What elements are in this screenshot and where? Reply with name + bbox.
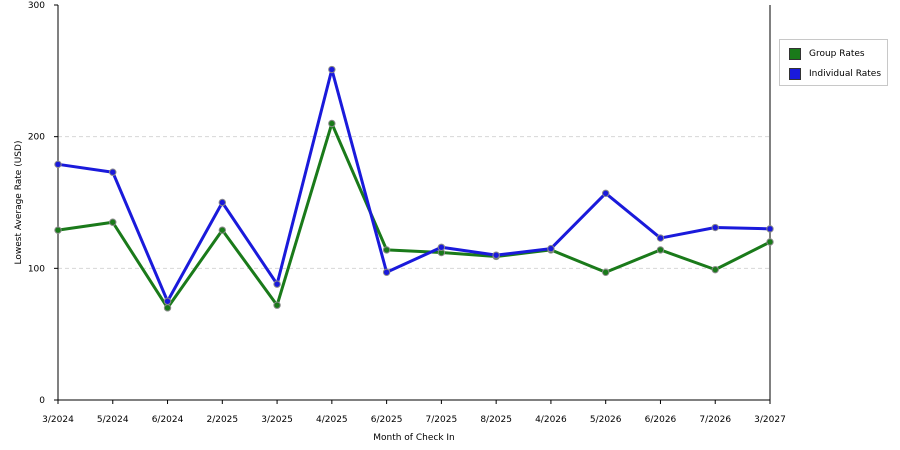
legend: Group Rates Individual Rates	[779, 39, 888, 86]
series-layer	[54, 65, 774, 312]
tick-labels: 0 100 200 300 3/2024 5/2024 6/2024 2/2025 3/2025…	[28, 1, 786, 425]
legend-item-individual-rates: Individual Rates	[789, 67, 881, 81]
data-point	[328, 119, 336, 128]
x-tick-label: 7/2026	[699, 415, 731, 425]
legend-label-individual-rates: Individual Rates	[809, 69, 882, 79]
data-point	[547, 244, 555, 253]
data-point	[109, 168, 117, 176]
y-tick-label: 100	[28, 264, 45, 274]
data-point	[382, 246, 391, 254]
x-tick-label: 2/2025	[206, 415, 238, 425]
series-group-rates	[54, 119, 774, 312]
y-tick-label: 200	[28, 133, 45, 143]
data-point	[601, 189, 610, 197]
x-tick-label: 3/2024	[42, 415, 74, 425]
data-point	[656, 246, 665, 254]
y-tick-label: 0	[39, 396, 45, 406]
legend-item-group-rates: Group Rates	[789, 47, 865, 61]
data-point	[218, 198, 227, 207]
data-point	[163, 297, 172, 305]
x-axis-title: Month of Check In	[373, 433, 455, 443]
data-point	[218, 226, 227, 234]
data-point	[273, 280, 281, 288]
x-tick-label: 3/2027	[754, 415, 786, 425]
data-point	[711, 223, 719, 232]
legend-swatch-group-rates	[789, 48, 801, 60]
series-line	[57, 122, 771, 310]
data-point	[437, 243, 446, 251]
data-point	[711, 265, 719, 274]
x-tick-label: 6/2024	[152, 415, 184, 425]
y-axis-title: Lowest Average Rate (USD)	[14, 141, 24, 265]
legend-swatch-individual-rates	[789, 68, 801, 80]
data-point	[601, 268, 610, 276]
data-point	[656, 234, 665, 242]
data-point	[109, 218, 117, 226]
data-point	[766, 238, 774, 246]
x-tick-label: 4/2026	[535, 415, 567, 425]
data-point	[54, 160, 62, 169]
data-point	[492, 251, 500, 259]
data-point	[766, 225, 774, 233]
data-point	[54, 226, 62, 234]
x-tick-label: 5/2024	[97, 415, 129, 425]
x-tick-label: 6/2026	[645, 415, 677, 425]
x-tick-label: 7/2025	[426, 415, 458, 425]
series-line	[57, 68, 771, 303]
data-point	[382, 268, 391, 276]
x-tick-label: 3/2025	[261, 415, 293, 425]
series-individual-rates	[54, 65, 774, 305]
x-tick-label: 6/2025	[371, 415, 403, 425]
axes	[54, 4, 771, 404]
data-point	[328, 65, 336, 74]
legend-label-group-rates: Group Rates	[809, 49, 865, 59]
x-tick-label: 5/2026	[590, 415, 622, 425]
data-point	[273, 301, 281, 309]
x-tick-label: 4/2025	[316, 415, 348, 425]
data-point	[163, 304, 172, 312]
y-tick-label: 300	[28, 1, 45, 11]
x-tick-label: 8/2025	[480, 415, 512, 425]
